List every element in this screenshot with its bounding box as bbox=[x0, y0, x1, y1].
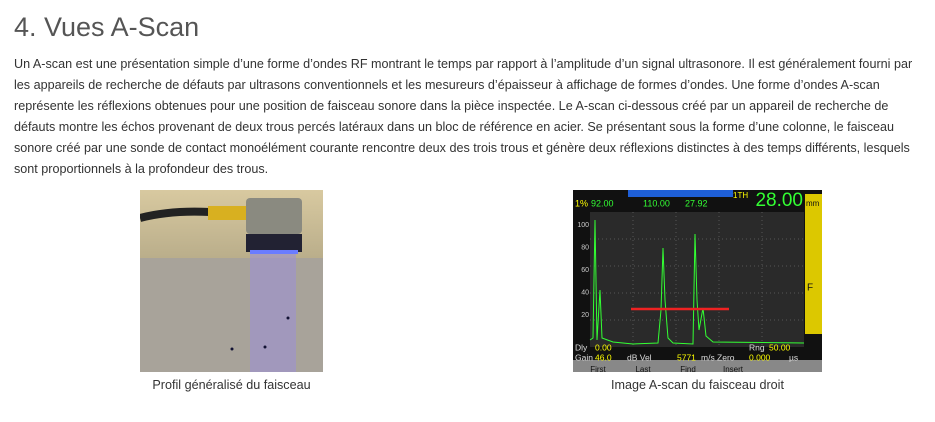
beam-photo bbox=[140, 190, 323, 372]
gate-label: 1TH bbox=[733, 191, 748, 200]
info-text: 0.00 bbox=[595, 342, 612, 352]
info-text: 50.00 bbox=[769, 342, 791, 352]
axis-label: 20 bbox=[581, 312, 589, 319]
reading: 28.00 bbox=[755, 190, 803, 211]
axis-label: 100 bbox=[577, 222, 589, 229]
caption: Image A-scan du faisceau droit bbox=[611, 378, 784, 392]
status-text: 1% bbox=[575, 198, 588, 208]
caption: Profil généralisé du faisceau bbox=[152, 378, 311, 392]
soft-button: Last bbox=[635, 365, 651, 372]
info-text: 46.0 bbox=[595, 352, 612, 362]
soft-button: First bbox=[590, 365, 606, 372]
info-text: 5771 bbox=[677, 352, 696, 362]
info-text: m/s Zero bbox=[701, 352, 735, 362]
info-text: Rng bbox=[749, 342, 765, 352]
soft-button: Find bbox=[680, 365, 696, 372]
axis-label: 80 bbox=[581, 244, 589, 251]
axis-label: 40 bbox=[581, 289, 589, 296]
paragraph: Un A-scan est une présentation simple d’… bbox=[14, 57, 913, 176]
info-text: µs bbox=[789, 352, 798, 362]
flag: F bbox=[807, 283, 813, 294]
unit: mm bbox=[806, 199, 820, 208]
status-text: 110.00 bbox=[643, 198, 670, 208]
status-text: 92.00 bbox=[591, 198, 614, 208]
info-text: Dly bbox=[575, 342, 588, 352]
heading: 4. Vues A-Scan bbox=[14, 12, 200, 42]
info-text: 0.000 bbox=[749, 352, 771, 362]
info-text: Gain bbox=[575, 352, 593, 362]
ascan-screen: 1% 92.00 110.00 27.92 1TH 28.00 100 80 60 40 20 mm F… bbox=[573, 190, 822, 372]
status-text: 27.92 bbox=[685, 198, 708, 208]
axis-label: 60 bbox=[581, 267, 589, 274]
info-text: dB Vel bbox=[627, 352, 652, 362]
soft-button: Insert bbox=[723, 365, 744, 372]
